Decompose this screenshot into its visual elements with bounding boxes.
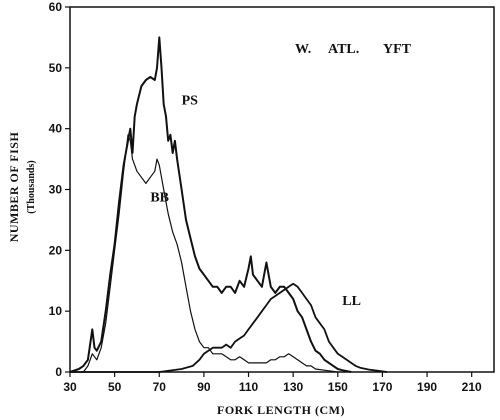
x-tick-label: 110	[239, 380, 259, 394]
x-tick-label: 70	[153, 380, 167, 394]
series-label-bb: BB	[150, 191, 169, 206]
series-line-bb	[70, 134, 338, 373]
y-tick-label: 30	[49, 183, 63, 197]
x-tick-label: 150	[328, 380, 348, 394]
annotation-ocean: ATL.	[328, 42, 359, 57]
y-tick-label: 60	[49, 0, 63, 14]
x-tick-label: 50	[108, 380, 122, 394]
y-tick-label: 0	[55, 365, 62, 379]
y-tick-label: 40	[49, 122, 63, 136]
y-axis-title: NUMBER OF FISH	[7, 132, 21, 243]
x-tick-label: 190	[417, 380, 437, 394]
x-tick-label: 30	[63, 380, 77, 394]
annotation-region: W.	[295, 42, 311, 57]
x-tick-label: 90	[197, 380, 211, 394]
x-tick-label: 210	[462, 380, 482, 394]
x-tick-label: 130	[283, 380, 303, 394]
annotation-species: YFT	[383, 42, 412, 57]
x-axis-title: FORK LENGTH (CM)	[217, 403, 345, 417]
y-tick-label: 50	[49, 61, 63, 75]
y-axis-subtitle: (Thousands)	[26, 160, 37, 213]
plot-frame	[69, 6, 495, 373]
x-tick-label: 170	[372, 380, 392, 394]
labels-layer: FORK LENGTH (CM) NUMBER OF FISH (Thousan…	[7, 42, 412, 417]
series-line-ll	[70, 282, 388, 373]
y-tick-label: 10	[49, 304, 63, 318]
series-layer: PS BB LL	[69, 36, 388, 373]
axes: 30 50 70 90 110 130 150 170 190 210 0 10 20 30 40 50 60	[49, 0, 495, 394]
series-label-ps: PS	[182, 93, 199, 108]
series-line-ps	[69, 36, 352, 373]
series-label-ll: LL	[342, 294, 361, 309]
y-tick-label: 20	[49, 243, 63, 257]
